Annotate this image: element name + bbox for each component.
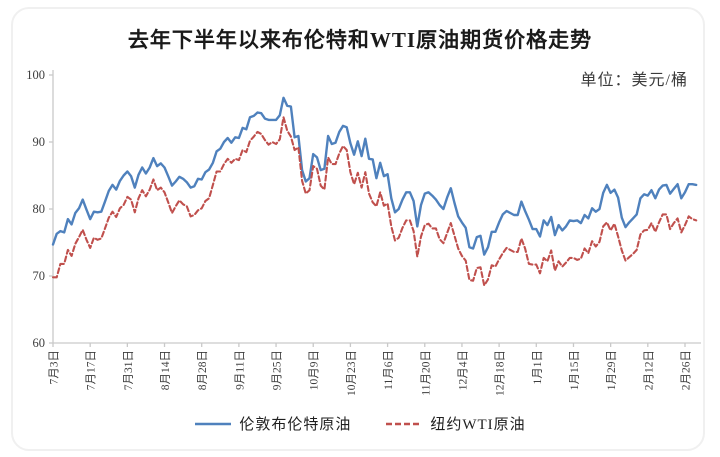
unit-label: 单位：美元/桶 xyxy=(580,72,688,89)
brent-price-line xyxy=(51,96,698,256)
wti-line-swatch xyxy=(386,422,423,425)
x-tick-label: 12月4日 xyxy=(457,350,469,390)
x-tick-label: 8月14日 xyxy=(160,350,172,390)
x-tick-label: 11月20日 xyxy=(420,350,432,396)
x-tick-label: 1月29日 xyxy=(606,350,618,390)
x-tick-label: 2月26日 xyxy=(681,350,693,390)
x-tick-label: 10月9日 xyxy=(309,350,321,390)
y-tick-label: 100 xyxy=(26,68,45,82)
legend-item-brent: 伦敦布伦特原油 xyxy=(194,413,351,434)
x-tick-label: 7月31日 xyxy=(123,350,135,390)
legend-item-wti: 纽约WTI原油 xyxy=(385,413,525,434)
x-tick-label: 10月23日 xyxy=(346,350,358,396)
x-tick-label: 7月3日 xyxy=(49,350,61,385)
y-tick-label: 70 xyxy=(33,269,46,283)
wti-price-line xyxy=(51,116,698,287)
x-tick-label: 1月1日 xyxy=(532,350,544,385)
x-tick-label: 11月6日 xyxy=(383,350,395,390)
y-axis-labels: 60 70 80 90 100 xyxy=(26,68,53,350)
legend-label-brent: 伦敦布伦特原油 xyxy=(239,417,352,433)
brent-line-swatch xyxy=(195,422,232,425)
x-tick-label: 2月12日 xyxy=(643,350,655,390)
axes xyxy=(52,70,701,344)
x-tick-label: 1月15日 xyxy=(569,350,581,390)
y-tick-label: 90 xyxy=(33,135,46,149)
x-tick-label: 8月28日 xyxy=(197,350,209,390)
chart-card xyxy=(11,7,705,451)
legend-label-wti: 纽约WTI原油 xyxy=(430,417,526,433)
x-tick-label: 12月18日 xyxy=(495,350,507,396)
y-tick-label: 60 xyxy=(33,336,46,350)
y-tick-label: 80 xyxy=(33,202,46,216)
chart-legend: 伦敦布伦特原油 纽约WTI原油 xyxy=(0,413,720,434)
x-tick-label: 9月25日 xyxy=(272,350,284,390)
chart-title: 去年下半年以来布伦特和WTI原油期货价格走势 xyxy=(127,28,593,52)
x-axis-labels: 7月3日 7月17日 7月31日 8月14日 8月28日 9月11日 9月25日 10月9日 1… xyxy=(49,343,693,396)
x-tick-label: 7月17日 xyxy=(86,350,98,390)
x-tick-label: 9月11日 xyxy=(234,350,246,390)
